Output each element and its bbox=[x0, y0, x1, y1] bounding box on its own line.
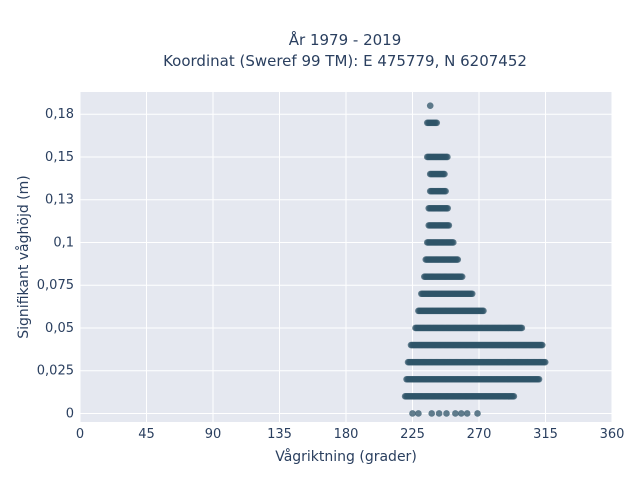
data-point bbox=[442, 187, 449, 195]
y-tick-label: 0,075 bbox=[37, 278, 74, 293]
data-points bbox=[401, 102, 549, 417]
data-point bbox=[444, 153, 451, 161]
data-point bbox=[449, 239, 457, 246]
x-tick-label: 90 bbox=[205, 427, 222, 442]
data-point bbox=[454, 256, 462, 263]
data-point bbox=[463, 410, 471, 417]
x-tick-label: 45 bbox=[138, 427, 155, 442]
y-tick-labels: 0 0,025 0,05 0,075 0,1 0,13 0,15 0,18 bbox=[37, 107, 74, 421]
y-tick-label: 0,05 bbox=[45, 321, 74, 336]
grid-lines bbox=[79, 92, 613, 422]
y-tick-label: 0,15 bbox=[45, 150, 74, 165]
data-point bbox=[452, 410, 459, 417]
x-tick-labels: 0 45 90 135 180 225 270 315 360 bbox=[76, 427, 625, 442]
data-point bbox=[441, 170, 448, 178]
x-tick-label: 135 bbox=[267, 427, 292, 442]
x-tick-label: 360 bbox=[600, 427, 625, 442]
data-point bbox=[535, 375, 543, 383]
data-point bbox=[480, 307, 487, 315]
data-point bbox=[409, 410, 416, 417]
chart-title-line-1: År 1979 - 2019 bbox=[289, 30, 402, 49]
data-point bbox=[468, 290, 476, 298]
data-point bbox=[518, 324, 526, 332]
y-tick-label: 0 bbox=[66, 406, 74, 421]
y-axis-label: Signifikant våghöjd (m) bbox=[15, 175, 32, 338]
x-tick-label: 270 bbox=[467, 427, 492, 442]
data-point bbox=[458, 273, 466, 280]
y-tick-label: 0,18 bbox=[45, 107, 74, 122]
data-point bbox=[435, 410, 443, 417]
x-tick-label: 225 bbox=[400, 427, 425, 442]
data-point bbox=[474, 410, 481, 417]
data-point bbox=[538, 341, 546, 349]
data-point bbox=[415, 410, 422, 417]
chart-title-line-2: Koordinat (Sweref 99 TM): E 475779, N 62… bbox=[163, 52, 527, 70]
data-point bbox=[443, 410, 450, 417]
x-axis-label: Vågriktning (grader) bbox=[275, 448, 417, 465]
data-point bbox=[541, 358, 549, 366]
x-tick-label: 0 bbox=[76, 427, 84, 442]
data-point bbox=[428, 410, 436, 417]
data-point bbox=[444, 204, 451, 212]
data-point bbox=[510, 393, 518, 400]
data-point bbox=[445, 222, 453, 229]
x-tick-label: 315 bbox=[533, 427, 558, 442]
data-point bbox=[426, 102, 434, 109]
x-tick-label: 180 bbox=[334, 427, 359, 442]
y-tick-label: 0,025 bbox=[37, 364, 74, 379]
y-tick-label: 0,13 bbox=[45, 193, 74, 208]
data-point bbox=[457, 410, 465, 417]
y-tick-label: 0,1 bbox=[53, 235, 74, 250]
data-point bbox=[433, 119, 441, 127]
